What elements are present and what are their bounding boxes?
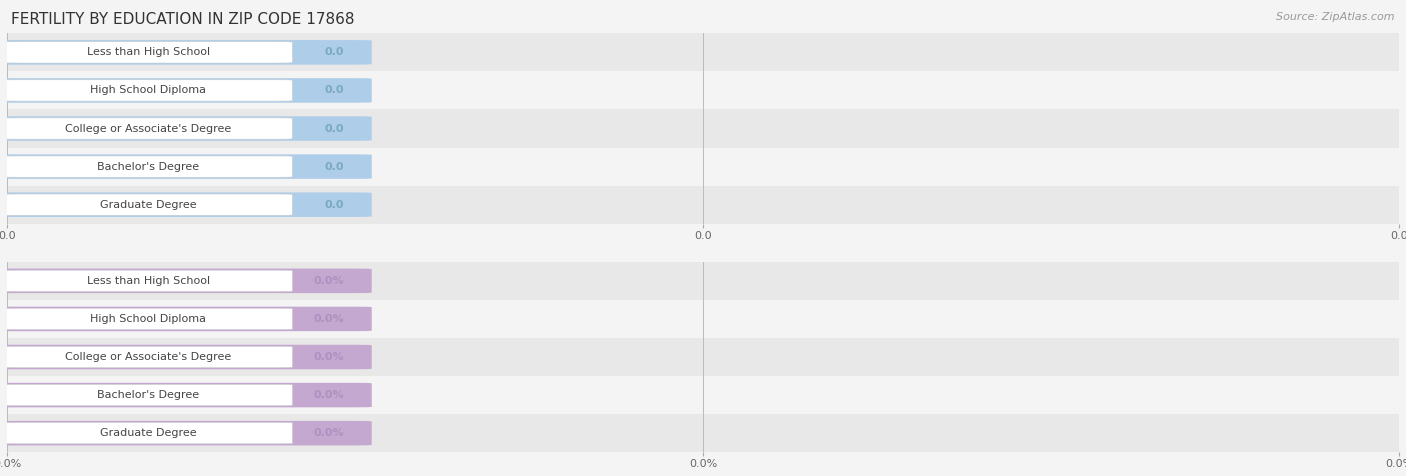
Text: 0.0%: 0.0%: [314, 428, 344, 438]
Text: High School Diploma: High School Diploma: [90, 85, 207, 96]
Text: Graduate Degree: Graduate Degree: [100, 199, 197, 210]
Bar: [7, 71, 1399, 109]
Text: Graduate Degree: Graduate Degree: [100, 428, 197, 438]
FancyBboxPatch shape: [0, 268, 371, 293]
FancyBboxPatch shape: [0, 40, 371, 65]
FancyBboxPatch shape: [0, 154, 371, 179]
Text: FERTILITY BY EDUCATION IN ZIP CODE 17868: FERTILITY BY EDUCATION IN ZIP CODE 17868: [11, 12, 354, 27]
Bar: [7, 262, 1399, 300]
FancyBboxPatch shape: [4, 42, 292, 63]
Bar: [7, 300, 1399, 338]
FancyBboxPatch shape: [4, 118, 292, 139]
Bar: [7, 109, 1399, 148]
FancyBboxPatch shape: [0, 383, 371, 407]
Bar: [7, 33, 1399, 71]
Text: 0.0: 0.0: [325, 47, 344, 58]
FancyBboxPatch shape: [4, 156, 292, 177]
FancyBboxPatch shape: [4, 347, 292, 367]
Text: Less than High School: Less than High School: [87, 47, 209, 58]
Bar: [7, 186, 1399, 224]
Text: 0.0%: 0.0%: [314, 276, 344, 286]
Text: High School Diploma: High School Diploma: [90, 314, 207, 324]
Text: College or Associate's Degree: College or Associate's Degree: [65, 352, 232, 362]
FancyBboxPatch shape: [4, 423, 292, 444]
FancyBboxPatch shape: [4, 80, 292, 101]
Text: 0.0: 0.0: [325, 199, 344, 210]
Bar: [7, 414, 1399, 452]
FancyBboxPatch shape: [0, 78, 371, 103]
FancyBboxPatch shape: [0, 345, 371, 369]
Bar: [7, 376, 1399, 414]
FancyBboxPatch shape: [4, 194, 292, 215]
FancyBboxPatch shape: [4, 270, 292, 291]
Text: College or Associate's Degree: College or Associate's Degree: [65, 123, 232, 134]
Text: 0.0%: 0.0%: [314, 314, 344, 324]
Text: 0.0: 0.0: [325, 123, 344, 134]
Text: 0.0%: 0.0%: [314, 352, 344, 362]
Text: 0.0%: 0.0%: [314, 390, 344, 400]
FancyBboxPatch shape: [4, 385, 292, 406]
Text: 0.0: 0.0: [325, 161, 344, 172]
Text: Bachelor's Degree: Bachelor's Degree: [97, 161, 200, 172]
FancyBboxPatch shape: [0, 421, 371, 446]
Bar: [7, 338, 1399, 376]
Bar: [7, 148, 1399, 186]
FancyBboxPatch shape: [0, 192, 371, 217]
Text: Bachelor's Degree: Bachelor's Degree: [97, 390, 200, 400]
FancyBboxPatch shape: [0, 307, 371, 331]
FancyBboxPatch shape: [0, 116, 371, 141]
Text: 0.0: 0.0: [325, 85, 344, 96]
Text: Source: ZipAtlas.com: Source: ZipAtlas.com: [1277, 12, 1395, 22]
FancyBboxPatch shape: [4, 308, 292, 329]
Text: Less than High School: Less than High School: [87, 276, 209, 286]
